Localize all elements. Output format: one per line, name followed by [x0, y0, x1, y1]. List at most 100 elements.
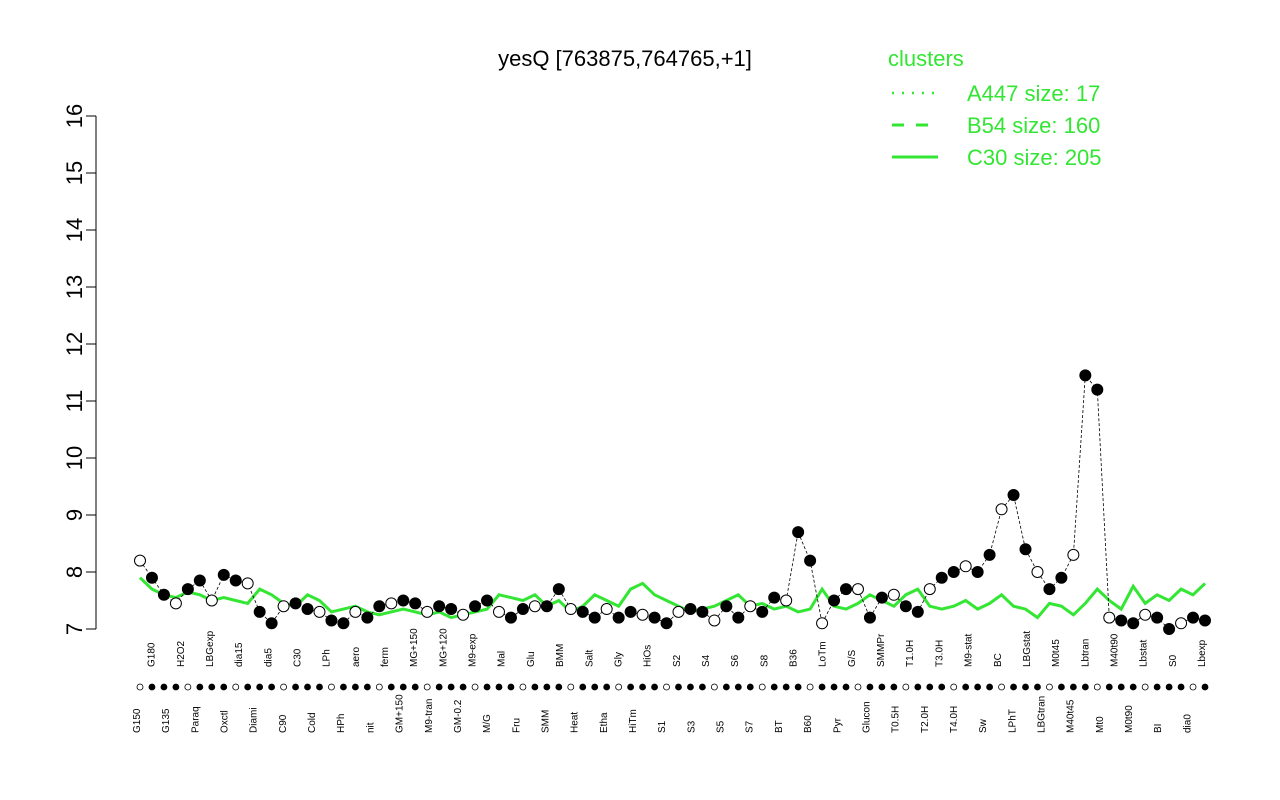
data-point	[385, 597, 398, 610]
data-point	[947, 566, 960, 578]
rug-marker	[1081, 683, 1089, 691]
x-tick-label: B60	[803, 715, 814, 733]
legend-entry-a447: A447 size: 17	[967, 81, 1100, 106]
rug-marker	[387, 683, 395, 691]
rug-marker	[663, 683, 670, 691]
x-tick-label: Pyr	[832, 717, 843, 733]
x-tick-label: G/S	[847, 649, 858, 667]
rug-marker	[818, 683, 826, 691]
data-point	[373, 600, 386, 613]
x-tick-label: H2O2	[176, 640, 187, 667]
rug-marker	[615, 683, 623, 691]
data-point	[624, 605, 637, 618]
rug-marker	[1129, 683, 1137, 691]
rug-marker	[184, 683, 192, 691]
legend-entry-b54: B54 size: 160	[967, 113, 1100, 138]
data-point	[229, 574, 242, 587]
y-tick-label: 10	[62, 446, 87, 470]
y-tick-label: 12	[62, 332, 87, 356]
x-tick-label: S3	[686, 720, 697, 733]
x-tick-label: S1	[657, 720, 668, 733]
x-tick-label: T3.0H	[934, 640, 945, 667]
x-tick-label: Mal	[497, 651, 508, 667]
rug-marker	[136, 683, 144, 691]
x-tick-label: HiOs	[643, 645, 654, 667]
x-tick-label: Glu	[526, 651, 537, 667]
data-point	[887, 588, 900, 601]
data-point	[720, 600, 733, 613]
x-tick-label: Lbtran	[1080, 639, 1091, 667]
rug-marker	[423, 683, 431, 691]
data-point	[134, 554, 146, 567]
rug-marker	[363, 683, 371, 691]
x-tick-label: Diami	[249, 707, 260, 733]
rug-marker	[531, 683, 539, 691]
rug-marker	[914, 683, 922, 691]
data-point	[851, 583, 864, 596]
x-tick-label: C30	[293, 648, 304, 667]
data-point	[361, 611, 374, 624]
x-tick-label: SMM	[541, 710, 552, 733]
x-tick-label: MG+120	[438, 628, 449, 667]
x-tick-label: S5	[716, 720, 727, 733]
rug-marker	[806, 683, 814, 691]
rug-marker	[962, 683, 970, 691]
rug-marker	[974, 683, 982, 691]
data-point	[313, 605, 326, 618]
data-point	[277, 600, 290, 613]
data-point	[1103, 611, 1116, 624]
rug-marker	[902, 683, 910, 691]
chart-title: yesQ [763875,764765,+1]	[498, 46, 752, 71]
data-point	[1175, 617, 1188, 630]
data-point	[636, 608, 649, 621]
rug-marker	[220, 683, 228, 691]
data-point	[409, 597, 422, 610]
rug-marker	[435, 683, 443, 691]
rug-marker	[1117, 683, 1125, 691]
rug-marker	[471, 683, 479, 691]
x-tick-label: dia5	[263, 648, 274, 667]
x-tick-label: M/G	[482, 714, 493, 733]
data-point	[828, 594, 841, 607]
data-point	[959, 560, 972, 573]
data-point	[804, 554, 817, 567]
data-point	[492, 605, 505, 618]
rug-marker	[687, 683, 694, 691]
rug-marker	[1201, 683, 1209, 691]
x-tick-label: G180	[147, 642, 158, 667]
data-point	[445, 603, 458, 616]
data-point	[540, 600, 553, 613]
data-point	[732, 611, 745, 624]
x-axis-labels: G150 G180 G135 H2O2 Paraq LBGexp Oxctl dia15 Dia…	[132, 628, 1208, 733]
x-tick-label: MG+150	[409, 628, 420, 667]
y-tick-label: 7	[62, 623, 87, 635]
data-point	[552, 583, 565, 596]
data-point	[301, 603, 314, 616]
x-tick-label: S4	[701, 654, 712, 667]
data-point	[696, 605, 709, 618]
x-tick-label: M9-tran	[424, 699, 435, 733]
x-tick-label: BMM	[555, 644, 566, 667]
data-point	[157, 588, 170, 601]
x-tick-label: S0	[1168, 654, 1179, 667]
data-point	[875, 591, 888, 604]
rug-marker	[830, 683, 838, 691]
series-points	[134, 369, 1211, 635]
data-point	[337, 617, 350, 630]
rug-marker	[543, 683, 551, 691]
data-point	[481, 594, 494, 607]
data-point	[899, 600, 912, 613]
rug-marker	[459, 683, 467, 691]
rug-marker	[375, 683, 383, 691]
data-point	[792, 526, 805, 539]
data-point	[600, 603, 613, 616]
data-point	[756, 605, 769, 618]
rug-marker	[268, 683, 276, 691]
rug-marker	[890, 683, 898, 691]
y-tick-label: 16	[62, 104, 87, 128]
rug-marker	[950, 683, 958, 691]
rug-marker	[627, 683, 635, 691]
rug-marker	[316, 683, 323, 691]
data-point	[564, 603, 577, 616]
